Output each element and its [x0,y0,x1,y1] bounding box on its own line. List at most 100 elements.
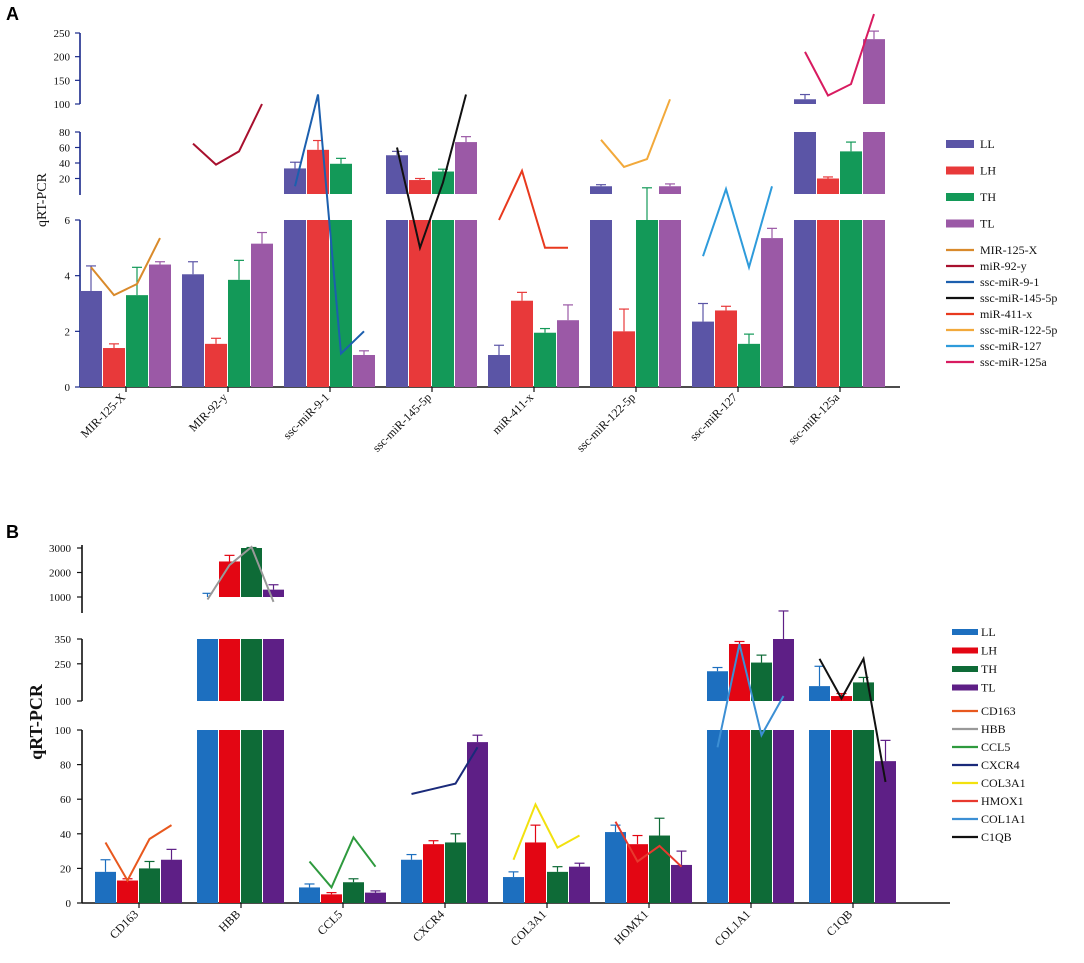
bar-tl-ssc-mir-125a-part3 [863,39,885,104]
y-tick-label: 60 [60,794,72,806]
legend-label-th: TH [981,662,997,676]
bar-ll-mir-125-x [80,290,102,387]
bar-tl-hbb-part2 [263,639,284,701]
bar-lh-ssc-mir-145-5p-part2 [409,180,431,194]
bar-tl-mir-92-y [251,243,273,387]
bar-tl-ssc-mir-127 [761,238,783,387]
bar-lh-ssc-mir-127 [715,310,737,387]
legend-swatch-lh [946,166,974,175]
panel-b-chart: 0 20 40 60 80 100 100 250 350 1000 2000 3000 qRT-PCR… [26,543,1026,949]
legend-label-mir-125-x: MIR-125-X [980,243,1038,257]
y-tick-label: 40 [59,158,71,170]
category-label-ssc-mir-122-5p: ssc-miR-122-5p [574,390,639,455]
category-label-ssc-mir-127: ssc-miR-127 [687,390,740,443]
bar-lh-ccl5 [321,894,342,903]
bar-lh-col3a1 [525,842,546,903]
bar-lh-cd163 [117,880,138,903]
trend-line-mir-411-x [498,167,568,249]
bar-th-col1a1-part1 [751,730,772,903]
bar-tl-c1qb [875,761,896,903]
bar-ll-ssc-mir-127 [692,321,714,387]
y-tick-label: 100 [55,696,72,708]
bar-lh-ssc-mir-125a-part2 [817,178,839,194]
legend-label-ll: LL [980,137,995,151]
category-label-homx1: HOMX1 [611,907,651,947]
bar-ll-hbb-part2 [197,639,218,701]
bar-tl-col1a1-part2 [773,639,794,701]
y-tick-label: 40 [60,829,72,841]
category-label-hbb: HBB [216,907,243,934]
bar-ll-c1qb-part2 [809,686,830,701]
y-tick-label: 200 [54,52,71,64]
trend-line-col3a1 [512,801,580,861]
legend-label-c1qb: C1QB [981,830,1012,844]
y-tick-label: 20 [60,863,72,875]
bar-tl-cxcr4 [467,742,488,903]
category-label-mir-125-x: MIR-125-X [78,390,129,441]
bar-th-cxcr4 [445,842,466,903]
bar-ll-hbb-part1 [197,730,218,903]
bar-ll-ssc-mir-125a-part2 [794,132,816,194]
bar-ll-ssc-mir-125a-part1 [794,220,816,387]
legend-label-col3a1: COL3A1 [981,776,1026,790]
bar-th-col3a1 [547,871,568,903]
trend-line-mir-125-x [90,237,161,297]
bar-ll-mir-92-y [182,274,204,387]
bar-ll-col3a1 [503,877,524,903]
y-tick-label: 80 [59,127,71,139]
bar-th-cd163 [139,868,160,903]
bar-tl-ssc-mir-145-5p-part2 [455,142,477,194]
legend-swatch-tl [952,684,978,691]
bar-th-ccl5 [343,882,364,903]
bar-lh-mir-125-x [103,348,125,387]
bar-lh-hbb-part2 [219,639,240,701]
bar-lh-mir-92-y [205,343,227,387]
bar-tl-ccl5 [365,892,386,903]
y-tick-label: 100 [54,99,71,111]
bar-ll-ssc-mir-145-5p-part2 [386,155,408,194]
legend-swatch-ll [952,629,978,635]
y-tick-label: 100 [55,725,72,737]
legend-label-mir-411-x: miR-411-x [980,307,1032,321]
y-tick-label: 150 [54,75,71,87]
bar-ll-col1a1-part2 [707,671,728,701]
trend-line-ssc-mir-145-5p [396,94,467,252]
y-tick-label: 350 [55,634,72,646]
bar-ll-ssc-mir-125a-part3 [794,99,816,104]
bar-ll-cxcr4 [401,859,422,903]
legend-label-cd163: CD163 [981,704,1016,718]
legend-swatch-lh [952,647,978,654]
category-label-ssc-mir-145-5p: ssc-miR-145-5p [370,390,435,455]
bar-tl-hbb-part3 [263,589,284,597]
y-tick-label: 20 [59,174,71,186]
trend-line-col1a1 [716,643,785,748]
bar-ll-ccl5 [299,887,320,903]
y-tick-label: 0 [65,382,71,394]
bar-th-mir-92-y [228,279,250,387]
bar-th-ssc-mir-9-1-part1 [330,220,352,387]
legend-label-ssc-mir-127: ssc-miR-127 [980,339,1041,353]
bar-th-c1qb-part1 [853,730,874,903]
bar-tl-ssc-mir-125a-part1 [863,220,885,387]
bar-th-col1a1-part2 [751,662,772,701]
bar-ll-cd163 [95,871,116,903]
category-label-cxcr4: CXCR4 [410,907,447,944]
legend-label-th: TH [980,190,996,204]
legend-label-ssc-mir-145-5p: ssc-miR-145-5p [980,291,1057,305]
legend-label-ssc-mir-125a: ssc-miR-125a [980,355,1047,369]
legend-swatch-th [946,193,974,201]
bar-lh-ssc-mir-145-5p-part1 [409,220,431,387]
bar-ll-ssc-mir-9-1-part2 [284,168,306,194]
bar-lh-hbb-part1 [219,730,240,903]
bar-lh-cxcr4 [423,844,444,903]
trend-line-hbb [206,545,275,603]
bar-ll-homx1 [605,832,626,903]
legend-label-ccl5: CCL5 [981,740,1010,754]
trend-line-hmox1 [614,821,683,868]
category-label-cd163: CD163 [107,907,141,941]
bar-tl-mir-125-x [149,264,171,387]
legend-label-ll: LL [981,625,996,639]
bar-ll-ssc-mir-145-5p-part1 [386,220,408,387]
bar-lh-ssc-mir-125a-part1 [817,220,839,387]
y-tick-label: 4 [65,271,71,283]
